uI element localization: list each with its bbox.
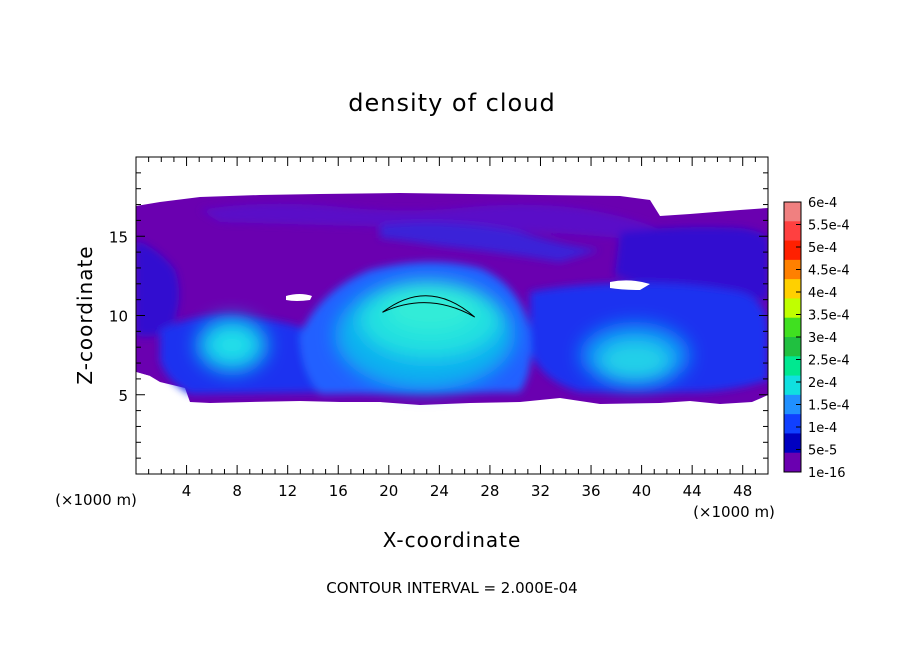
y-tick-labels: 5 10 15 <box>109 228 128 405</box>
y-tick-label: 15 <box>109 228 128 246</box>
x-tick-label: 48 <box>733 482 752 500</box>
colorbar-label: 3e-4 <box>808 331 837 346</box>
colorbar-swatch <box>784 317 801 338</box>
x-tick-label: 32 <box>531 482 550 500</box>
x-tick-label: 4 <box>182 482 192 500</box>
colorbar-label: 5e-4 <box>808 241 837 256</box>
colorbar-label: 1e-16 <box>808 466 846 481</box>
x-tick-label: 36 <box>581 482 600 500</box>
colorbar-swatch <box>784 298 801 319</box>
x-tick-label: 28 <box>480 482 499 500</box>
x-axis-label: X-coordinate <box>383 528 522 552</box>
colorbar-swatch <box>784 202 801 222</box>
y-axis-label: Z-coordinate <box>73 245 97 384</box>
colorbar-swatch <box>784 433 801 454</box>
y-tick-label: 5 <box>118 387 128 405</box>
colorbar-label: 4e-4 <box>808 286 837 301</box>
y-tick-label: 10 <box>109 308 128 326</box>
colorbar-swatch <box>784 279 801 299</box>
colorbar-label: 5.5e-4 <box>808 219 850 234</box>
colorbar-swatch <box>784 221 801 242</box>
x-tick-label: 16 <box>329 482 348 500</box>
contour-line-2e-4 <box>382 295 476 318</box>
chart-title: density of cloud <box>348 89 555 117</box>
colorbar-label: 3.5e-4 <box>808 309 850 324</box>
x-tick-labels: 4 8 12 16 20 24 28 32 36 40 44 48 <box>182 482 752 500</box>
x-unit-left: (×1000 m) <box>55 491 137 509</box>
colorbar-label: 2e-4 <box>808 376 837 391</box>
colorbar-swatch <box>784 337 801 357</box>
colorbar-label: 5e-5 <box>808 444 837 459</box>
x-tick-label: 20 <box>379 482 398 500</box>
colorbar-label: 2.5e-4 <box>808 354 850 369</box>
x-tick-label: 12 <box>278 482 297 500</box>
x-tick-label: 44 <box>683 482 702 500</box>
x-tick-label: 40 <box>632 482 651 500</box>
colorbar-label: 4.5e-4 <box>808 264 850 279</box>
colorbar: 6e-4 5.5e-4 5e-4 4.5e-4 4e-4 3.5e-4 3e-4 2.5e-4… <box>783 196 850 481</box>
colorbar-swatch <box>784 240 801 261</box>
colorbar-swatch <box>784 356 801 377</box>
x-unit-right: (×1000 m) <box>693 503 775 521</box>
colorbar-label: 1.5e-4 <box>808 399 850 414</box>
x-tick-label: 24 <box>430 482 449 500</box>
x-tick-label: 8 <box>232 482 242 500</box>
colorbar-swatch <box>784 394 801 415</box>
axis-ticks <box>136 157 768 474</box>
contour-interval-footer: CONTOUR INTERVAL = 2.000E-04 <box>326 579 577 597</box>
colorbar-swatch <box>784 452 801 473</box>
colorbar-label: 6e-4 <box>808 196 837 211</box>
colorbar-swatch <box>784 414 801 434</box>
colorbar-label: 1e-4 <box>808 421 837 436</box>
colorbar-swatch <box>784 375 801 396</box>
heatmap-field <box>136 193 768 405</box>
colorbar-swatch <box>784 259 801 280</box>
